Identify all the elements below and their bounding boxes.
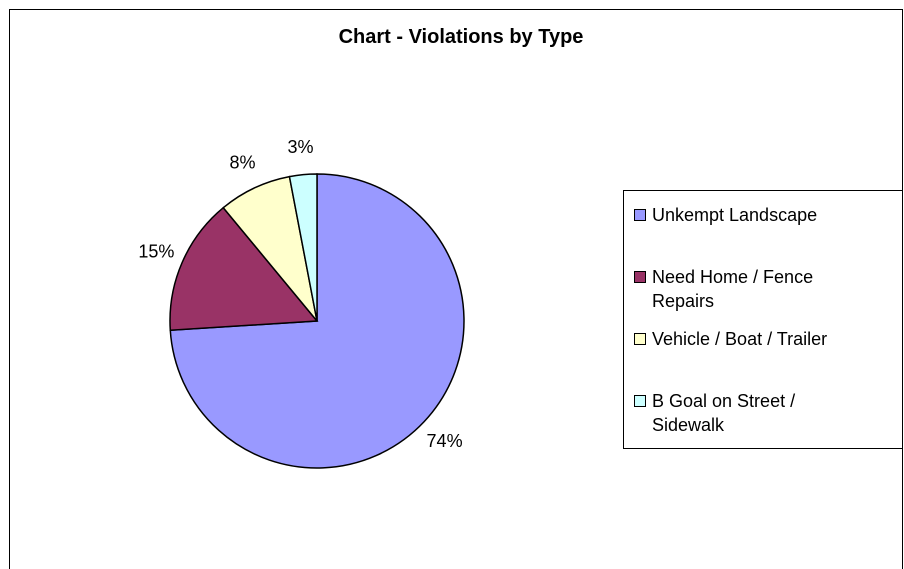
data-label: 74% [427,431,463,451]
legend-label-line-2: Repairs [652,291,715,311]
legend-label: Vehicle / Boat / Trailer [652,329,828,349]
legend-swatch [634,209,646,221]
legend-swatch [634,395,646,407]
legend-label: Unkempt Landscape [652,205,818,225]
chart-title: Chart - Violations by Type [338,26,584,48]
data-label: 3% [288,137,314,157]
legend-swatch [634,271,646,283]
legend-label-line-2: Sidewalk [652,415,725,435]
pie-slice-b-goal-on-street-sidewalk [288,173,318,322]
chart-legend: Unkempt Landscape Need Home / Fence Repa… [623,190,903,449]
data-label: 15% [138,241,174,261]
legend-label-line-1: Need Home / Fence [652,267,814,287]
legend-label-line-1: B Goal on Street / [652,391,796,411]
legend-swatch [634,333,646,345]
data-label: 8% [229,153,255,173]
pie-slice-need-home-fence-repairs [169,206,319,332]
